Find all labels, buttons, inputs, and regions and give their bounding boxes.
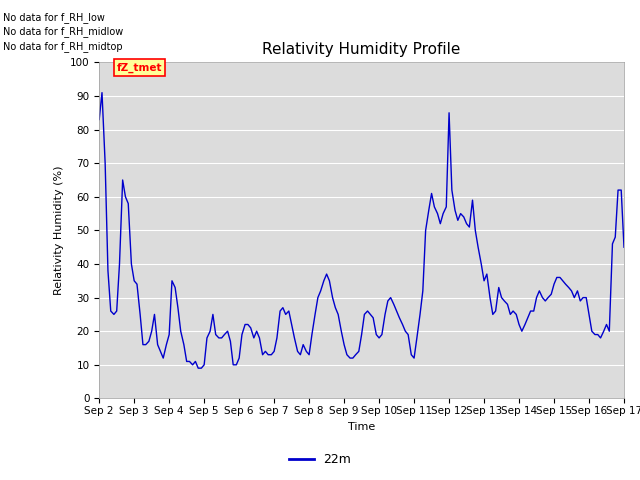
22m: [142, 342, 150, 348]
22m: [177, 328, 184, 334]
Text: fZ_tmet: fZ_tmet: [116, 62, 162, 72]
22m: [620, 244, 628, 250]
Text: No data for f_RH_midtop: No data for f_RH_midtop: [3, 41, 123, 52]
Line: 22m: 22m: [99, 93, 624, 368]
X-axis label: Time: Time: [348, 421, 375, 432]
22m: [98, 90, 106, 96]
22m: [355, 348, 363, 354]
22m: [352, 352, 360, 358]
22m: [247, 325, 255, 331]
Text: No data for f_RH_midlow: No data for f_RH_midlow: [3, 26, 124, 37]
Text: No data for f_RH_low: No data for f_RH_low: [3, 12, 105, 23]
22m: [95, 117, 103, 122]
Y-axis label: Relativity Humidity (%): Relativity Humidity (%): [54, 166, 64, 295]
Title: Relativity Humidity Profile: Relativity Humidity Profile: [262, 42, 461, 57]
Legend: 22m: 22m: [284, 448, 356, 471]
22m: [536, 288, 543, 294]
22m: [195, 365, 202, 371]
